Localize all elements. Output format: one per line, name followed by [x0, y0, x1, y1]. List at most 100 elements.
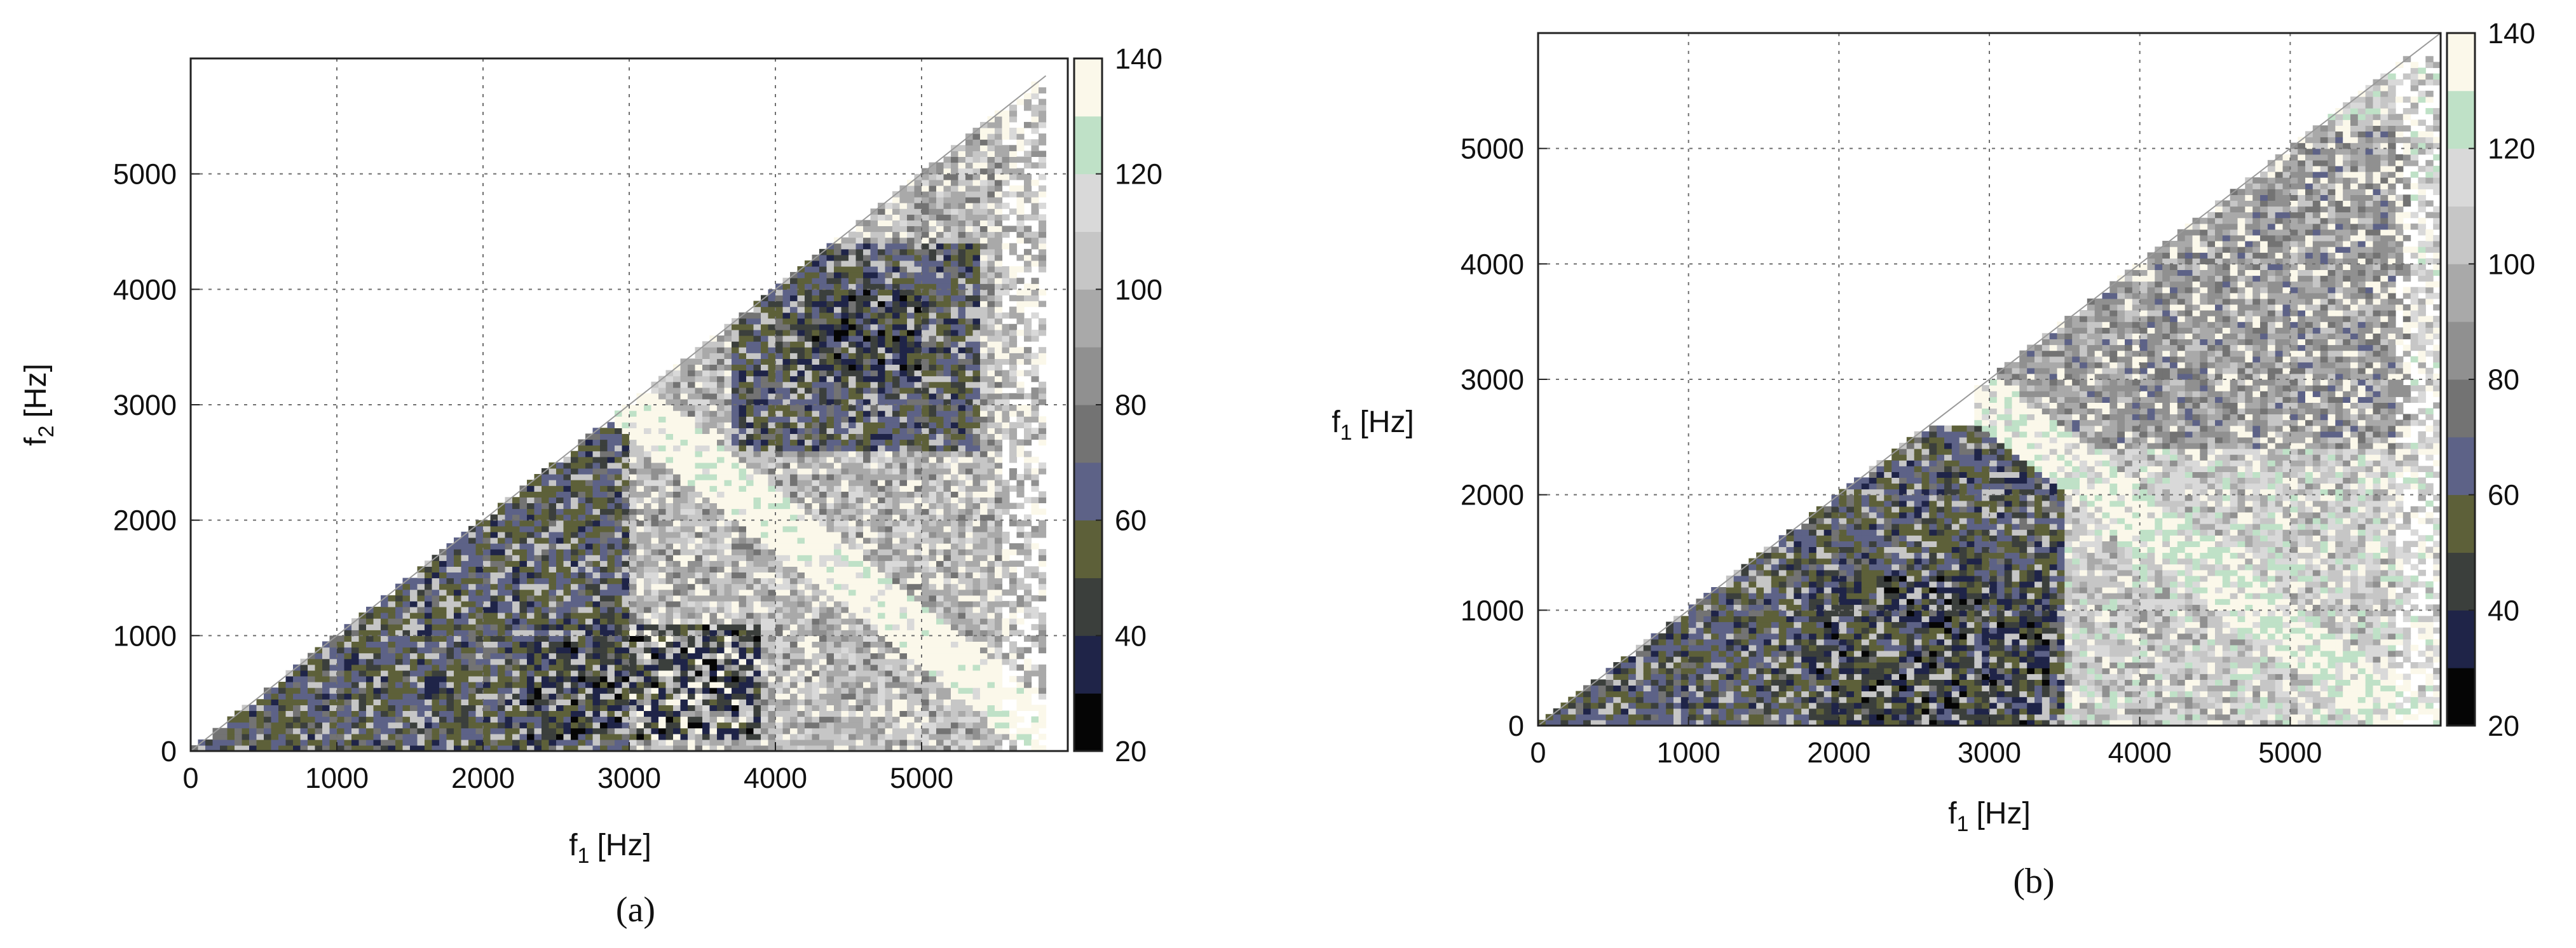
- heatmap-cell: [425, 733, 433, 740]
- heatmap-cell: [812, 710, 820, 717]
- heatmap-cell: [483, 543, 491, 550]
- heatmap-cell: [395, 658, 404, 665]
- heatmap-cell: [717, 710, 725, 717]
- heatmap-cell: [432, 572, 440, 579]
- heatmap-cell: [914, 728, 922, 735]
- heatmap-cell: [498, 606, 506, 613]
- heatmap-cell: [878, 289, 886, 295]
- heatmap-cell: [688, 630, 696, 636]
- heatmap-cell: [395, 664, 404, 671]
- heatmap-cell: [819, 335, 828, 342]
- heatmap-cell: [885, 347, 893, 353]
- heatmap-cell: [717, 687, 725, 694]
- heatmap-cell: [870, 237, 878, 244]
- heatmap-cell: [483, 635, 491, 642]
- heatmap-cell: [395, 699, 404, 705]
- heatmap-cell: [907, 578, 915, 585]
- heatmap-cell: [358, 624, 367, 630]
- heatmap-cell: [636, 456, 644, 463]
- heatmap-cell: [892, 613, 901, 619]
- heatmap-cell: [709, 630, 718, 636]
- heatmap-cell: [475, 583, 484, 590]
- heatmap-cell: [432, 595, 440, 602]
- heatmap-cell: [761, 693, 769, 700]
- heatmap-cell: [732, 376, 740, 383]
- heatmap-cell: [388, 699, 396, 705]
- heatmap-cell: [425, 653, 433, 660]
- heatmap-cell: [512, 525, 521, 532]
- heatmap-cell: [337, 733, 345, 740]
- heatmap-cell: [855, 600, 864, 607]
- heatmap-cell: [724, 497, 732, 503]
- heatmap-cell: [709, 555, 718, 561]
- heatmap-cell: [797, 670, 805, 677]
- heatmap-cell: [468, 549, 477, 555]
- heatmap-cell: [907, 589, 915, 596]
- heatmap-cell: [863, 301, 871, 308]
- heatmap-cell: [688, 664, 696, 671]
- heatmap-cell: [344, 722, 352, 729]
- heatmap-cell: [373, 728, 381, 735]
- heatmap-cell: [285, 733, 294, 740]
- heatmap-cell: [498, 613, 506, 619]
- heatmap-cell: [914, 381, 922, 388]
- heatmap-cell: [805, 439, 813, 446]
- heatmap-cell: [753, 555, 761, 561]
- heatmap-cell: [468, 745, 477, 751]
- heatmap-cell: [322, 705, 331, 711]
- heatmap-cell: [739, 525, 747, 532]
- heatmap-cell: [278, 693, 287, 700]
- heatmap-cell: [388, 745, 396, 751]
- heatmap-cell: [315, 733, 323, 740]
- heatmap-cell: [651, 439, 659, 446]
- heatmap-cell: [644, 537, 652, 544]
- heatmap-cell: [870, 226, 878, 233]
- heatmap-cell: [461, 555, 469, 561]
- heatmap-cell: [585, 693, 594, 700]
- heatmap-cell: [658, 480, 667, 486]
- heatmap-cell: [826, 525, 835, 532]
- heatmap-cell: [308, 687, 316, 694]
- heatmap-cell: [688, 653, 696, 660]
- heatmap-cell: [285, 682, 294, 688]
- heatmap-cell: [892, 237, 901, 244]
- heatmap-cell: [739, 410, 747, 417]
- heatmap-cell: [673, 613, 681, 619]
- heatmap-cell: [819, 606, 828, 613]
- heatmap-cell: [607, 566, 615, 572]
- heatmap-cell: [483, 653, 491, 660]
- heatmap-cell: [688, 416, 696, 423]
- heatmap-cell: [805, 647, 813, 654]
- heatmap-cell: [841, 260, 849, 267]
- heatmap-cell: [805, 705, 813, 711]
- heatmap-cell: [498, 589, 506, 596]
- heatmap-cell: [417, 647, 425, 654]
- heatmap-cell: [724, 503, 732, 510]
- heatmap-cell: [549, 722, 557, 729]
- heatmap-cell: [615, 543, 623, 550]
- heatmap-cell: [885, 266, 893, 273]
- heatmap-cell: [768, 647, 776, 654]
- heatmap-cell: [563, 531, 571, 538]
- heatmap-cell: [688, 445, 696, 452]
- heatmap-cell: [695, 525, 703, 532]
- heatmap-cell: [899, 254, 908, 261]
- heatmap-cell: [885, 520, 893, 527]
- heatmap-cell: [542, 503, 550, 510]
- heatmap-cell: [885, 312, 893, 319]
- heatmap-cell: [899, 508, 908, 515]
- heatmap-cell: [702, 474, 711, 480]
- heatmap-cell: [724, 710, 732, 717]
- heatmap-cell: [622, 503, 630, 510]
- heatmap-cell: [592, 664, 601, 671]
- heatmap-cell: [432, 624, 440, 630]
- heatmap-cell: [695, 416, 703, 423]
- heatmap-cell: [907, 716, 915, 723]
- heatmap-cell: [293, 733, 301, 740]
- heatmap-cell: [709, 514, 718, 521]
- heatmap-cell: [402, 624, 411, 630]
- heatmap-cell: [622, 439, 630, 446]
- heatmap-cell: [410, 658, 418, 665]
- heatmap-cell: [300, 733, 308, 740]
- heatmap-cell: [717, 549, 725, 555]
